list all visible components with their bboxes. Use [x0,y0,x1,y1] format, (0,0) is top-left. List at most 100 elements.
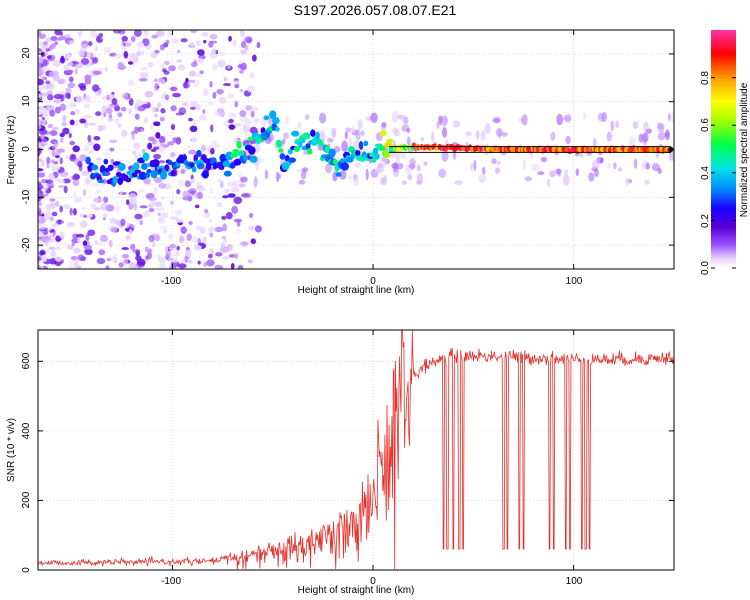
spectrogram-noise-blob [72,175,76,181]
spectrogram-noise-blob [121,35,128,42]
spectrogram-noise-blob [233,196,243,205]
spectrogram-noise-blob [431,131,435,143]
spectrogram-ridge-cell [287,148,293,155]
spectrogram-panel: -100 0 100 Height of straight line (km) … [6,29,675,296]
spectrogram-ticks [38,30,674,269]
spectrogram-noise-blob [102,213,108,218]
spectrogram-noise-blob [79,213,85,218]
spectrogram-noise-blob [121,247,129,251]
spectrogram-noise-blob [237,173,242,178]
spectrogram-noise-blob [296,168,303,173]
spectrogram-noise-blob [239,176,248,183]
spectrogram-noise-blob [57,78,66,85]
spectrogram-noise-blob [102,217,107,221]
spectrogram-noise-blob [38,87,43,91]
spectrogram-ridge-cell [293,146,300,153]
spectrogram-noise-blob [105,265,110,269]
spectrogram-noise-blob [123,50,129,59]
spectrogram-noise-blob [234,100,239,108]
spectrogram-noise-blob [550,131,556,141]
spectrogram-noise-blob [46,55,52,60]
spectrogram-noise-blob [381,121,387,128]
spectrogram-noise-blob [69,140,76,146]
spectrogram-noise-blob [383,174,387,186]
spectrogram-noise-blob [141,103,151,109]
spectrogram-ridge-cell [276,139,283,148]
spectrogram-noise-blob [83,114,92,119]
spectrogram-noise-blob [610,120,615,132]
spectrogram-noise-blob [158,182,167,189]
spectrogram-noise-blob [132,142,141,150]
spectrogram-noise-blob [69,259,77,266]
spectrogram-noise-blob [136,41,144,48]
spectrogram-noise-blob [59,231,66,239]
spectrogram-noise-blob [441,149,449,162]
spectrogram-ridge-cell [328,148,336,158]
spectrogram-noise-blob [38,256,42,262]
spectrogram-ridge-cell [222,160,230,167]
spectrogram-noise-blob [53,161,59,165]
spectrogram-noise-blob [491,158,497,165]
spectrogram-ridge-cell [218,164,225,171]
spectrogram-noise-blob [195,181,202,187]
spectrogram-ridge-cell [355,149,361,157]
spectrogram-ridge-cell [380,129,387,137]
spectrogram-ridge-cell [263,115,270,121]
spectrogram-noise-blob [496,160,501,165]
spectrogram-noise-blob [90,203,96,209]
spectrogram-noise-blob [51,223,59,227]
spectrogram-noise-blob [227,193,236,198]
spectrogram-noise-blob [365,116,372,121]
spectrogram-noise-blob [164,246,169,253]
spectrogram-noise-blob [180,259,187,265]
chart-title: S197.2026.057.08.07.E21 [293,2,457,18]
spectrogram-noise-blob [301,167,309,173]
spectrogram-noise-blob [92,57,99,64]
spectrogram-noise-blob [360,130,365,137]
spectrogram-noise-blob [115,204,121,213]
spectrogram-noise-blob [50,216,54,222]
spectrogram-noise-blob [110,158,114,164]
spectrogram-noise-blob [147,62,154,68]
spectrogram-noise-blob [248,225,255,231]
spectrogram-noise-blob [216,144,221,148]
spectrogram-noise-blob [206,259,215,267]
spectrogram-noise-blob [475,130,480,140]
spectrogram-noise-blob [225,211,233,220]
spectrogram-noise-blob [179,235,185,243]
spectrogram-ridge-cell [107,164,114,171]
spectrogram-ridge-cell [358,140,364,150]
spectrogram-noise-blob [497,127,501,139]
spectrogram-ridge-cell [181,154,188,161]
spectrogram-noise-blob [48,258,58,265]
spectrogram-noise-blob [52,203,56,208]
spectrogram-noise-blob [91,183,100,187]
spectrogram-noise-blob [174,209,183,216]
spectrogram-noise-blob [148,197,157,202]
spectrogram-noise-blob [254,225,263,233]
spectrogram-noise-blob [148,207,155,213]
spectrogram-noise-blob [160,79,166,85]
spectrogram-noise-blob [660,126,665,134]
spectrogram-noise-blob [105,107,113,114]
snr-panel: -100 0 100 Height of straight line (km) … [6,329,675,596]
spectrogram-noise-blob [157,212,161,217]
spectrogram-noise-blob [209,248,214,253]
spectrogram-noise-blob [153,121,161,127]
spectrogram-noise-blob [38,118,42,126]
spectrogram-noise-blob [117,65,127,70]
spectrogram-noise-blob [247,259,253,264]
spectrogram-noise-blob [84,120,88,129]
spectrogram-noise-blob [98,32,104,38]
spectrogram-noise-blob [38,202,43,207]
spectrogram-noise-blob [128,262,137,269]
spectrogram-noise-blob [238,70,244,74]
spectrogram-noise-blob [93,197,103,204]
spectrogram-noise-blob [202,236,207,244]
spectrogram-ridge-cell [247,136,254,141]
spectrogram-noise-blob [99,234,109,243]
spectrogram-noise-blob [348,136,353,148]
spectrogram-noise-blob [208,40,214,48]
snr-ytick-label: 600 [21,352,32,369]
colorbar-tick-label: 0.8 [700,71,711,85]
